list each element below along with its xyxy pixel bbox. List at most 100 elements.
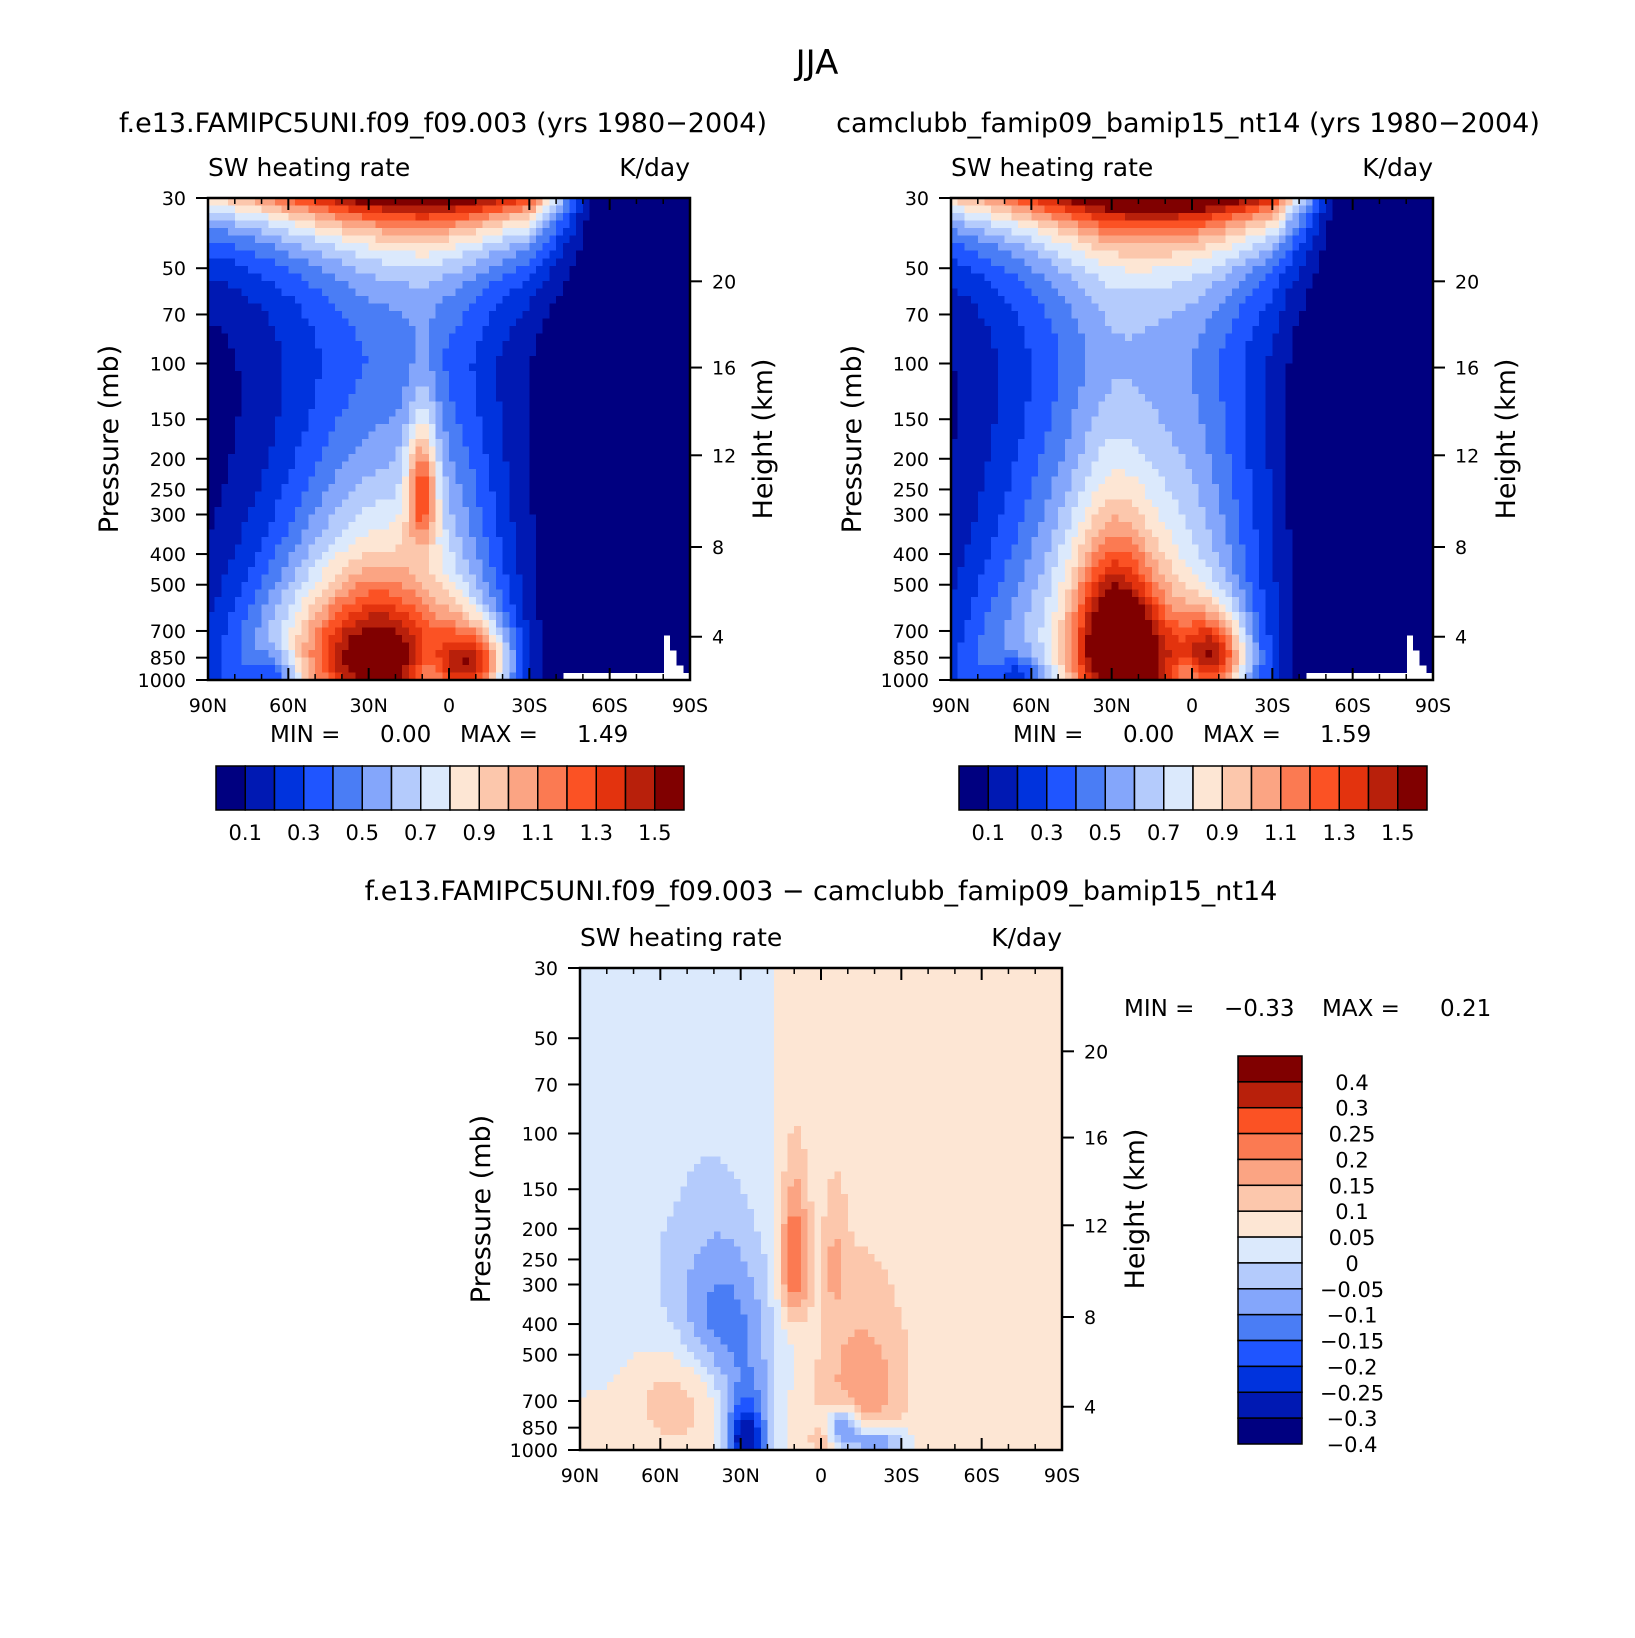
contour-cell [442,198,450,207]
contour-cell [335,559,343,568]
contour-cell [623,393,631,402]
contour-cell [208,446,216,455]
contour-cell [308,469,316,478]
contour-cell [495,612,504,621]
contour-cell [455,612,463,621]
contour-cell [335,521,343,530]
contour-cell [482,514,490,523]
contour-cell [489,220,497,229]
contour-cell [509,205,517,214]
contour-cell [669,273,678,282]
contour-cell [1125,198,1133,207]
contour-cell [254,378,263,387]
contour-cell [582,454,591,463]
contour-cell [408,198,417,207]
contour-cell [542,597,551,606]
contour-cell [361,574,370,583]
contour-cell [1406,205,1414,214]
contour-cell [1031,198,1039,207]
contour-cell [295,619,303,628]
contour-cell [288,423,296,433]
contour-cell [428,378,437,387]
contour-cell [542,664,551,674]
contour-cell [261,363,269,372]
contour-cell [1285,205,1294,214]
contour-cell [395,258,403,267]
contour-cell [536,469,544,478]
contour-cell [589,521,597,530]
contour-cell [295,205,303,214]
contour-cell [281,664,289,674]
contour-cell [562,386,571,395]
contour-cell [449,491,457,500]
contour-cell [616,491,624,500]
contour-cell [455,228,463,237]
contour-cell [629,326,638,335]
contour-cell [562,634,571,643]
contour-cell [951,213,959,222]
contour-cell [348,243,356,252]
contour-cell [241,333,249,342]
contour-cell [254,454,263,463]
contour-cell [509,318,517,327]
contour-cell [582,386,591,395]
contour-cell [288,243,296,252]
contour-cell [449,672,457,681]
contour-cell [355,446,363,455]
contour-cell [341,604,350,613]
contour-cell [402,378,410,387]
contour-cell [643,280,651,289]
contour-cell [281,619,289,628]
contour-cell [991,213,999,222]
contour-cell [536,265,544,274]
contour-cell [469,310,477,320]
contour-cell [1332,220,1340,229]
contour-cell [388,310,397,320]
contour-cell [368,476,376,485]
contour-cell [489,514,497,523]
contour-cell [542,303,551,312]
contour-cell [576,393,584,402]
contour-cell [489,446,497,455]
contour-cell [214,303,222,312]
contour-cell [542,265,551,274]
contour-cell [395,408,403,418]
contour-cell [509,416,517,425]
contour-cell [402,423,410,433]
contour-cell [569,310,577,320]
contour-cell [549,439,557,448]
contour-cell [402,589,410,598]
contour-cell [669,401,678,410]
contour-cell [629,529,638,538]
contour-cell [549,423,557,433]
contour-cell [529,649,537,659]
contour-cell [482,476,490,485]
contour-cell [542,657,551,666]
contour-cell [589,273,597,282]
contour-cell [221,431,229,440]
colorbar-label: 1.1 [521,821,554,845]
contour-cell [274,582,283,591]
contour-cell [341,469,350,478]
contour-cell [234,627,243,636]
contour-cell [462,544,470,553]
contour-cell [1051,198,1059,207]
contour-cell [455,476,463,485]
contour-cell [248,341,256,350]
contour-cell [375,642,383,651]
contour-cell [261,559,269,568]
contour-cell [315,461,323,470]
contour-cell [489,250,497,259]
contour-cell [422,235,430,244]
contour-cell [556,378,564,387]
contour-cell [214,664,222,674]
contour-cell [241,341,249,350]
contour-cell [442,589,450,598]
contour-cell [596,371,604,380]
contour-cell [623,198,631,207]
contour-cell [422,318,430,327]
contour-cell [549,484,557,493]
contour-cell [616,431,624,440]
contour-cell [636,393,644,402]
contour-cell [495,408,504,418]
